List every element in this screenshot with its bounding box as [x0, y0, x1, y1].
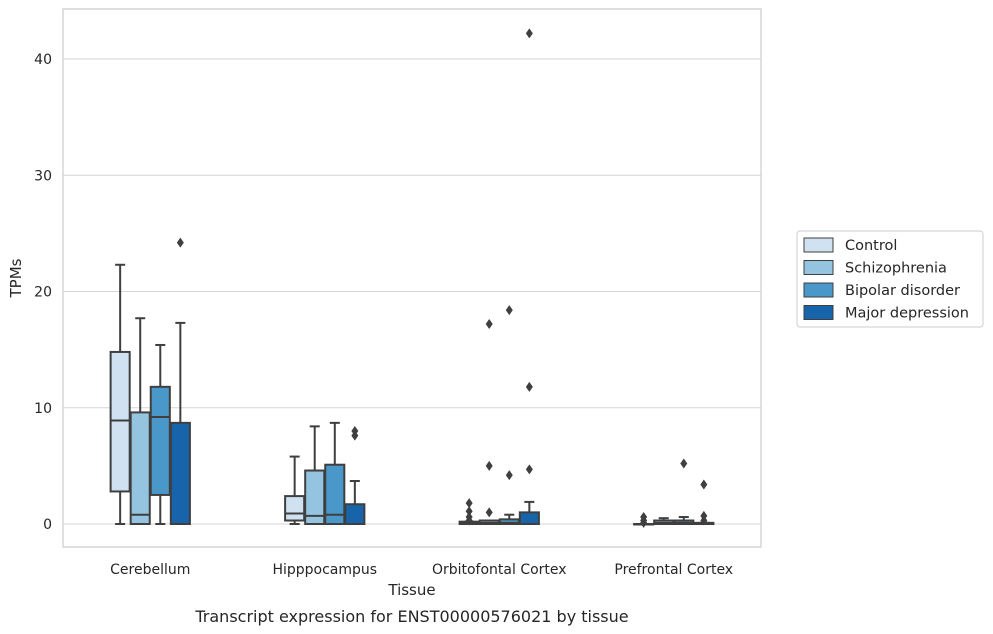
x-tick-labels: Cerebellum Hipppocampus Orbitofontal Corte…: [110, 562, 733, 578]
box-major-depression: [169, 237, 191, 525]
outlier-point: [351, 426, 359, 436]
box-bipolar-disorder: [498, 305, 520, 525]
outlier-point: [485, 319, 493, 330]
outlier-point: [525, 464, 533, 475]
y-tick-label: 40: [34, 52, 52, 68]
legend-item: Schizophrenia: [803, 260, 947, 277]
box-schizophrenia: [478, 319, 500, 526]
legend-label: Bipolar disorder: [845, 283, 960, 299]
outlier-point: [640, 512, 648, 523]
outlier-point: [176, 237, 184, 248]
y-tick-labels: 0 10 20 30 40: [34, 52, 52, 533]
box-major-depression: [518, 28, 540, 525]
box-body: [304, 469, 326, 525]
outlier-point: [465, 512, 473, 523]
box-major-depression: [693, 479, 715, 526]
legend-label: Schizophrenia: [845, 261, 947, 277]
box-control: [284, 455, 306, 525]
box-body: [284, 495, 306, 522]
box-control: [633, 512, 655, 528]
plot-area-frame: [62, 8, 762, 548]
box-body: [149, 385, 171, 496]
legend-label: Major depression: [845, 306, 969, 322]
box-bipolar-disorder: [149, 343, 171, 525]
legend-swatch: [803, 305, 834, 320]
box-body: [518, 511, 540, 525]
legend-swatch: [803, 260, 834, 275]
chart-caption: Transcript expression for ENST0000057602…: [194, 607, 628, 626]
legend-item: Major depression: [803, 305, 969, 322]
y-axis-title: TPMs: [7, 258, 25, 298]
box-body: [498, 518, 520, 525]
x-tick-label: Prefrontal Cortex: [614, 562, 733, 578]
x-axis-title: Tissue: [387, 581, 435, 599]
x-tick-label: Orbitofontal Cortex: [432, 562, 567, 578]
box-control: [109, 263, 131, 525]
outlier-point: [525, 28, 533, 39]
box-body: [129, 411, 151, 525]
box-body: [344, 503, 366, 525]
x-tick-label: Cerebellum: [110, 562, 190, 578]
box-major-depression: [344, 426, 366, 525]
y-tick-label: 20: [34, 285, 52, 301]
box-body: [169, 421, 191, 525]
outlier-point: [505, 470, 513, 481]
outlier-point: [700, 510, 708, 521]
legend-swatch: [803, 237, 834, 253]
outlier-point: [700, 479, 708, 490]
boxes: [109, 28, 715, 528]
box-bipolar-disorder: [324, 421, 346, 525]
box-control: [458, 498, 480, 526]
outlier-point: [465, 498, 473, 509]
outlier-point: [525, 381, 533, 392]
box-bipolar-disorder: [673, 458, 695, 526]
outlier-point: [680, 458, 688, 469]
box-schizophrenia: [653, 517, 675, 526]
legend-item: Bipolar disorder: [803, 282, 960, 299]
box-schizophrenia: [129, 317, 151, 525]
legend-label: Control: [845, 238, 897, 254]
box-body: [109, 350, 131, 493]
legend: Control Schizophrenia Bipolar disorder Majo…: [796, 230, 984, 328]
outlier-point: [465, 506, 473, 517]
x-tick-label: Hipppocampus: [272, 562, 377, 578]
box-body: [324, 463, 346, 525]
y-tick-label: 10: [34, 401, 52, 417]
box-schizophrenia: [304, 425, 326, 525]
outlier-point: [485, 507, 493, 518]
outlier-point: [505, 305, 513, 316]
y-tick-label: 30: [34, 168, 52, 184]
outlier-point: [485, 460, 493, 471]
y-tick-label: 0: [43, 517, 52, 533]
legend-swatch: [803, 282, 834, 298]
legend-frame: [796, 230, 984, 328]
legend-item: Control: [803, 237, 897, 254]
